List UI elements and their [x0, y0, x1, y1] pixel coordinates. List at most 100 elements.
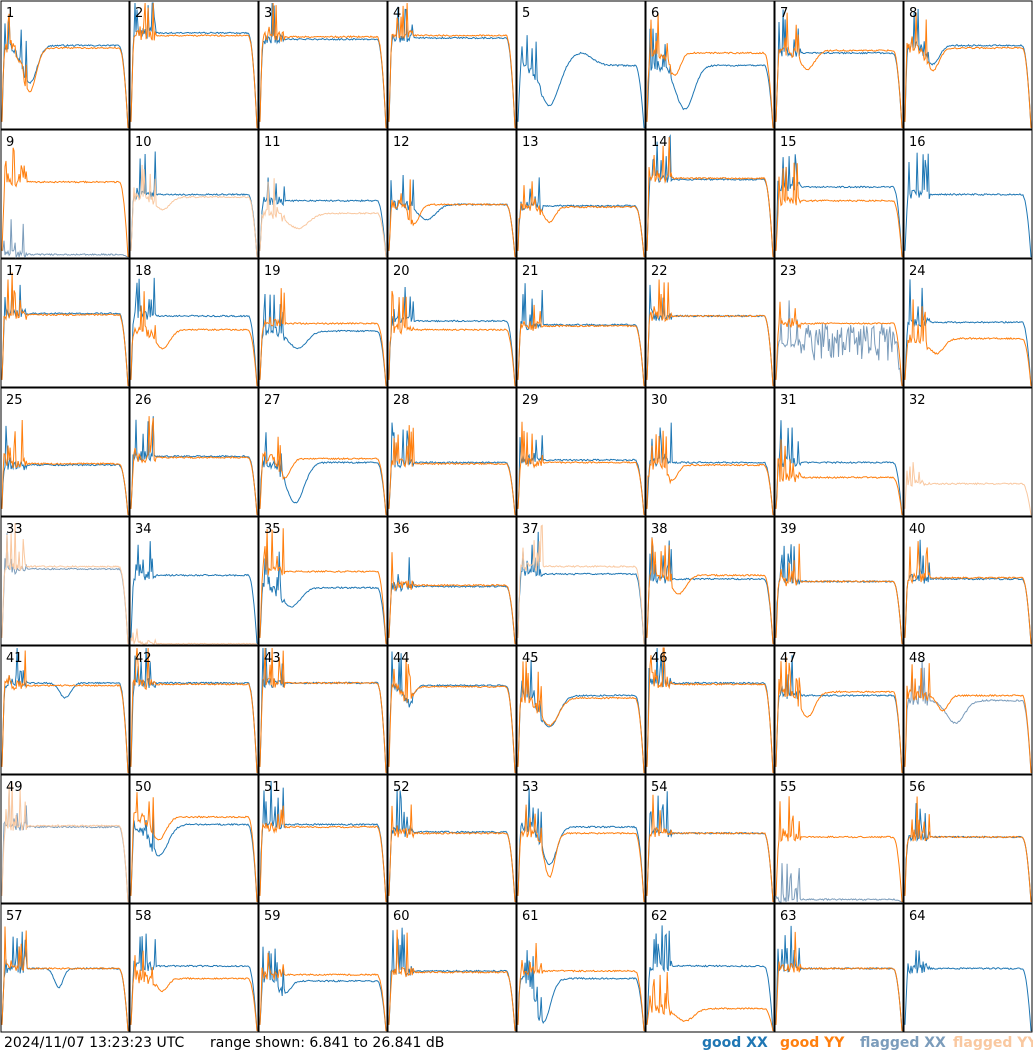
range-readout: range shown: 6.841 to 26.841 dB	[210, 1035, 445, 1051]
panel-label: 51	[264, 780, 281, 795]
antenna-panel-44: 44	[387, 645, 517, 775]
panel-frame	[774, 0, 904, 130]
timestamp: 2024/11/07 13:23:23 UTC	[4, 1035, 185, 1051]
panel-frame	[387, 0, 517, 130]
panel-frame	[258, 258, 388, 388]
panel-frame	[903, 129, 1033, 259]
antenna-panel-9: 9	[0, 129, 130, 259]
series-xx-good	[517, 531, 645, 645]
panel-frame	[0, 0, 130, 130]
series-yy-good	[904, 796, 1032, 903]
series-xx-good	[517, 659, 645, 774]
panel-label: 10	[135, 135, 152, 150]
series-xx-good	[259, 2, 387, 129]
antenna-panel-41: 41	[0, 645, 130, 775]
panel-label: 15	[780, 135, 797, 150]
series-xx-flagged	[1, 219, 129, 259]
series-yy-flagged	[130, 628, 258, 646]
antenna-panel-31: 31	[774, 387, 904, 517]
series-yy-good	[517, 181, 645, 258]
antenna-panel-30: 30	[645, 387, 775, 517]
panel-label: 1	[6, 6, 14, 21]
antenna-panel-62: 62	[645, 903, 775, 1033]
series-yy-good	[259, 952, 387, 1032]
antenna-panel-52: 52	[387, 774, 517, 904]
antenna-panel-22: 22	[645, 258, 775, 388]
panel-label: 47	[780, 651, 797, 666]
panel-frame	[645, 129, 775, 259]
series-yy-good	[775, 439, 903, 516]
panel-frame	[129, 258, 259, 388]
series-xx-good	[646, 925, 774, 1032]
series-xx-good	[1, 284, 129, 387]
panel-frame	[645, 645, 775, 775]
legend-good-xx: good XX	[702, 1035, 768, 1051]
panel-frame	[774, 774, 904, 904]
panel-label: 43	[264, 651, 281, 666]
panel-frame	[645, 0, 775, 130]
panel-label: 24	[909, 264, 926, 279]
series-yy-good	[259, 805, 387, 903]
antenna-panel-42: 42	[129, 645, 259, 775]
series-yy-good	[646, 136, 774, 258]
panel-label: 22	[651, 264, 668, 279]
panel-label: 2	[135, 6, 143, 21]
panel-label: 12	[393, 135, 410, 150]
panel-frame	[774, 129, 904, 259]
series-yy-good	[1, 147, 129, 258]
series-xx-good	[130, 416, 258, 516]
antenna-panel-18: 18	[129, 258, 259, 388]
series-xx-good	[388, 557, 516, 645]
antenna-panel-33: 33	[0, 516, 130, 646]
panel-frame	[129, 774, 259, 904]
series-yy-flagged	[259, 178, 387, 258]
panel-frame	[516, 387, 646, 517]
panel-frame	[258, 645, 388, 775]
antenna-panel-36: 36	[387, 516, 517, 646]
series-xx-good	[259, 780, 387, 903]
panel-frame	[387, 903, 517, 1033]
antenna-panel-63: 63	[774, 903, 904, 1033]
panel-frame	[0, 387, 130, 517]
panel-frame	[387, 645, 517, 775]
panel-frame	[516, 774, 646, 904]
panel-label: 14	[651, 135, 668, 150]
panel-frame	[258, 387, 388, 517]
panel-label: 4	[393, 6, 401, 21]
antenna-panel-39: 39	[774, 516, 904, 646]
series-xx-good	[904, 8, 1032, 129]
series-xx-good	[1, 425, 129, 516]
panel-frame	[903, 516, 1033, 646]
panel-label: 25	[6, 393, 23, 408]
series-yy-good	[775, 543, 903, 645]
series-xx-good	[904, 950, 1032, 1032]
series-xx-good	[517, 787, 645, 903]
panel-frame	[774, 258, 904, 388]
series-xx-good	[130, 541, 258, 645]
series-xx-good	[259, 293, 387, 387]
panel-label: 5	[522, 6, 530, 21]
panel-frame	[516, 903, 646, 1033]
panel-label: 55	[780, 780, 797, 795]
series-yy-flagged	[1, 782, 129, 903]
antenna-panel-2: 2	[129, 0, 259, 130]
series-xx-good	[388, 422, 516, 516]
series-yy-good	[517, 661, 645, 774]
panel-frame	[774, 516, 904, 646]
panel-frame	[129, 129, 259, 259]
antenna-panel-45: 45	[516, 645, 646, 775]
panel-frame	[774, 645, 904, 775]
series-xx-flagged	[1, 789, 129, 903]
panel-frame	[258, 774, 388, 904]
series-xx-flagged	[775, 863, 903, 903]
panel-label: 13	[522, 135, 539, 150]
antenna-panel-10: 10	[129, 129, 259, 259]
antenna-panel-40: 40	[903, 516, 1033, 646]
series-xx-good	[259, 432, 387, 516]
series-xx-good	[130, 933, 258, 1032]
panel-label: 32	[909, 393, 926, 408]
series-yy-good	[1, 13, 129, 129]
panel-label: 63	[780, 909, 797, 924]
series-xx-good	[388, 788, 516, 903]
series-yy-good	[775, 162, 903, 258]
